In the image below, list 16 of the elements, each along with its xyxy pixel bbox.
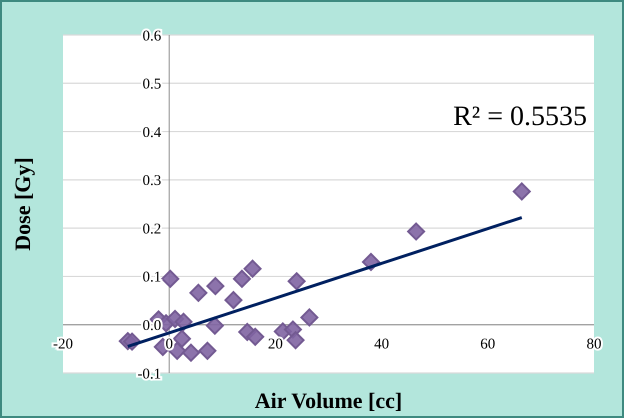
annotation: R² = 0.5535 [453,101,587,132]
x-tick-label: 20 [268,336,283,353]
y-tick-label: 0.6 [142,28,162,44]
y-tick-label: 0.1 [142,270,162,286]
y-tick-label: 0.5 [142,76,162,93]
y-tick-label: 0.0 [142,318,162,334]
y-tick-label: 0.4 [142,124,162,141]
y-tick-label: 0.2 [142,221,162,238]
y-tick-label: -0.1 [137,366,162,382]
x-tick-label: 40 [374,336,390,353]
x-tick-label: -20 [53,336,73,353]
x-axis-title: Air Volume [cc] [254,388,402,413]
y-tick-label: 0.3 [142,173,162,190]
x-tick-label: 60 [480,336,496,353]
x-tick-label: 80 [586,336,602,353]
y-axis-title: Dose [Gy] [10,157,35,251]
